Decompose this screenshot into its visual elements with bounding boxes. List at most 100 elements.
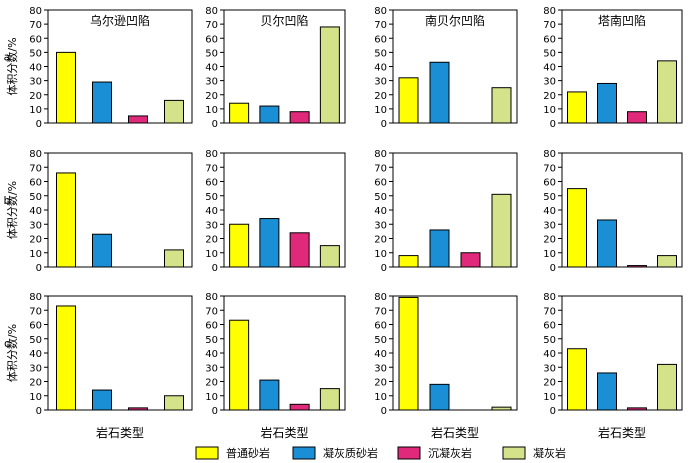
y-tick-label: 0 xyxy=(550,119,556,130)
y-tick-label: 40 xyxy=(29,206,42,217)
bar-普通砂岩 xyxy=(567,188,587,268)
y-tick-label: 80 xyxy=(543,6,556,17)
legend-item-3: 沉凝灰岩 xyxy=(397,446,472,460)
bar-凝灰质砂岩 xyxy=(259,379,280,411)
legend-swatch xyxy=(292,446,316,460)
y-tick-label: 80 xyxy=(374,6,387,17)
bar-沉凝灰岩 xyxy=(627,407,647,411)
bar-凝灰质砂岩 xyxy=(92,81,112,124)
bar-沉凝灰岩 xyxy=(289,111,310,124)
y-tick-label: 0 xyxy=(381,263,387,274)
bar-普通砂岩 xyxy=(398,255,419,268)
y-tick-label: 50 xyxy=(543,192,556,203)
y-tick-label: 60 xyxy=(543,321,556,332)
bar-沉凝灰岩 xyxy=(128,407,148,411)
y-tick-label: 80 xyxy=(205,292,218,303)
column-title-4: 塔南凹陷 xyxy=(598,13,646,28)
y-tick-label: 20 xyxy=(29,235,42,246)
bar-凝灰岩 xyxy=(319,388,340,411)
y-tick-label: 40 xyxy=(374,349,387,360)
y-tick-label: 70 xyxy=(543,20,556,31)
y-tick-label: 70 xyxy=(374,163,387,174)
y-tick-label: 0 xyxy=(550,406,556,417)
legend-label: 沉凝灰岩 xyxy=(428,446,472,460)
y-tick-label: 50 xyxy=(374,192,387,203)
y-tick-label: 50 xyxy=(205,192,218,203)
y-tick-label: 10 xyxy=(29,105,42,116)
panel-c-1: 0 10 20 30 40 50 60 70 80 xyxy=(29,292,193,417)
y-tick-label: 80 xyxy=(29,149,42,160)
y-tick-label: 10 xyxy=(29,249,42,260)
x-axis-title-1: 岩石类型 xyxy=(96,425,144,440)
bar-凝灰质砂岩 xyxy=(597,219,617,268)
bar-普通砂岩 xyxy=(229,102,250,124)
y-tick-label: 50 xyxy=(374,335,387,346)
y-tick-label: 70 xyxy=(29,306,42,317)
y-tick-label: 60 xyxy=(29,178,42,189)
bar-沉凝灰岩 xyxy=(627,265,647,268)
y-tick-label: 50 xyxy=(543,335,556,346)
bar-普通砂岩 xyxy=(398,296,419,411)
y-tick-label: 0 xyxy=(381,406,387,417)
y-tick-label: 40 xyxy=(205,63,218,74)
panel-b-3: 0 10 20 30 40 50 60 70 80 xyxy=(374,149,518,274)
y-tick-label: 60 xyxy=(374,34,387,45)
y-tick-label: 30 xyxy=(543,77,556,88)
y-tick-label: 50 xyxy=(29,335,42,346)
legend-item-1: 普通砂岩 xyxy=(195,446,270,460)
panel-b-4: 0 10 20 30 40 50 60 70 80 xyxy=(543,149,683,274)
y-tick-label: 30 xyxy=(374,220,387,231)
bar-凝灰岩 xyxy=(491,87,512,124)
y-tick-label: 20 xyxy=(205,235,218,246)
bar-凝灰质砂岩 xyxy=(92,389,112,411)
y-tick-label: 70 xyxy=(29,163,42,174)
y-tick-label: 10 xyxy=(29,392,42,403)
y-tick-label: 80 xyxy=(374,292,387,303)
y-tick-label: 70 xyxy=(29,20,42,31)
y-tick-label: 20 xyxy=(374,91,387,102)
y-tick-label: 40 xyxy=(205,206,218,217)
column-title-1: 乌尔逊凹陷 xyxy=(90,13,150,28)
bar-凝灰岩 xyxy=(657,60,677,124)
bar-凝灰质砂岩 xyxy=(429,229,450,268)
bar-凝灰质砂岩 xyxy=(259,218,280,268)
y-tick-label: 60 xyxy=(205,321,218,332)
y-tick-label: 20 xyxy=(543,91,556,102)
panel-b-1: 0 10 20 30 40 50 60 70 80 xyxy=(29,149,193,274)
y-tick-label: 80 xyxy=(29,292,42,303)
y-tick-label: 20 xyxy=(29,378,42,389)
y-tick-label: 80 xyxy=(205,149,218,160)
y-tick-label: 50 xyxy=(29,48,42,59)
bar-凝灰岩 xyxy=(164,249,184,268)
y-tick-label: 20 xyxy=(29,91,42,102)
bar-普通砂岩 xyxy=(56,172,76,268)
y-tick-label: 20 xyxy=(543,235,556,246)
bar-凝灰岩 xyxy=(164,395,184,411)
y-tick-label: 80 xyxy=(29,6,42,17)
y-axis-title-row-b: 体积分数/% xyxy=(5,181,19,239)
y-tick-label: 40 xyxy=(374,63,387,74)
y-tick-label: 10 xyxy=(374,105,387,116)
bar-普通砂岩 xyxy=(229,319,250,411)
panel-c-2: 0 10 20 30 40 50 60 70 80 xyxy=(205,292,346,417)
y-tick-label: 10 xyxy=(205,249,218,260)
bar-凝灰岩 xyxy=(491,406,512,411)
y-tick-label: 60 xyxy=(374,178,387,189)
legend-item-2: 凝灰质砂岩 xyxy=(292,446,378,460)
y-tick-label: 50 xyxy=(543,48,556,59)
bar-普通砂岩 xyxy=(567,348,587,411)
legend-swatch xyxy=(195,446,219,460)
y-tick-label: 60 xyxy=(29,34,42,45)
y-axis-title-row-c: 体积分数/% xyxy=(5,324,19,382)
y-tick-label: 10 xyxy=(205,392,218,403)
legend-label: 凝灰质砂岩 xyxy=(323,446,378,460)
bar-凝灰质砂岩 xyxy=(597,372,617,411)
y-tick-label: 10 xyxy=(543,392,556,403)
y-tick-label: 10 xyxy=(374,249,387,260)
x-axis-title-4: 岩石类型 xyxy=(598,425,646,440)
y-tick-label: 70 xyxy=(543,306,556,317)
y-tick-label: 0 xyxy=(550,263,556,274)
y-tick-label: 40 xyxy=(29,349,42,360)
y-tick-label: 0 xyxy=(36,263,42,274)
